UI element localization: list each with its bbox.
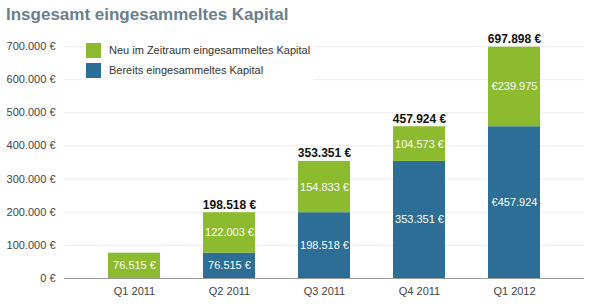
svg-text:€457.924: €457.924 (492, 196, 538, 208)
svg-text:Q2 2011: Q2 2011 (209, 285, 250, 297)
svg-text:Q3 2011: Q3 2011 (304, 285, 345, 297)
svg-text:Q1 2012: Q1 2012 (493, 285, 535, 297)
svg-text:76.515 €: 76.515 € (208, 259, 251, 271)
html-text:Bereits eingesammeltes Kapital: Bereits eingesammeltes Kapital (109, 64, 264, 76)
html-text:Neu im Zeitraum eingesammeltes: Neu im Zeitraum eingesammeltes Kapital (109, 44, 311, 56)
svg-text:500.000 €: 500.000 € (7, 106, 56, 118)
svg-text:122.003 €: 122.003 € (205, 226, 254, 238)
svg-text:154.833 €: 154.833 € (300, 181, 349, 193)
svg-text:104.573 €: 104.573 € (395, 138, 444, 150)
svg-text:198.518 €: 198.518 € (203, 198, 257, 212)
svg-text:300.000 €: 300.000 € (7, 173, 56, 185)
svg-text:198.518 €: 198.518 € (300, 239, 349, 251)
html-text:Insgesamt eingesammeltes Kapit: Insgesamt eingesammeltes Kapital (6, 5, 289, 24)
svg-text:€239.975: €239.975 (492, 80, 538, 92)
svg-text:600.000 €: 600.000 € (7, 73, 56, 85)
svg-text:76.515 €: 76.515 € (113, 259, 156, 271)
svg-text:Q1 2011: Q1 2011 (114, 285, 155, 297)
svg-text:457.924 €: 457.924 € (393, 112, 447, 126)
svg-text:100.000 €: 100.000 € (7, 239, 56, 251)
svg-text:353.351 €: 353.351 € (298, 146, 352, 160)
svg-text:Q4 2011: Q4 2011 (399, 285, 440, 297)
svg-text:700.000 €: 700.000 € (7, 40, 56, 52)
svg-text:0 €: 0 € (40, 272, 55, 284)
svg-text:697.898 €: 697.898 € (488, 32, 542, 46)
svg-text:353.351 €: 353.351 € (395, 213, 444, 225)
svg-text:400.000 €: 400.000 € (7, 139, 56, 151)
svg-text:200.000 €: 200.000 € (7, 206, 56, 218)
